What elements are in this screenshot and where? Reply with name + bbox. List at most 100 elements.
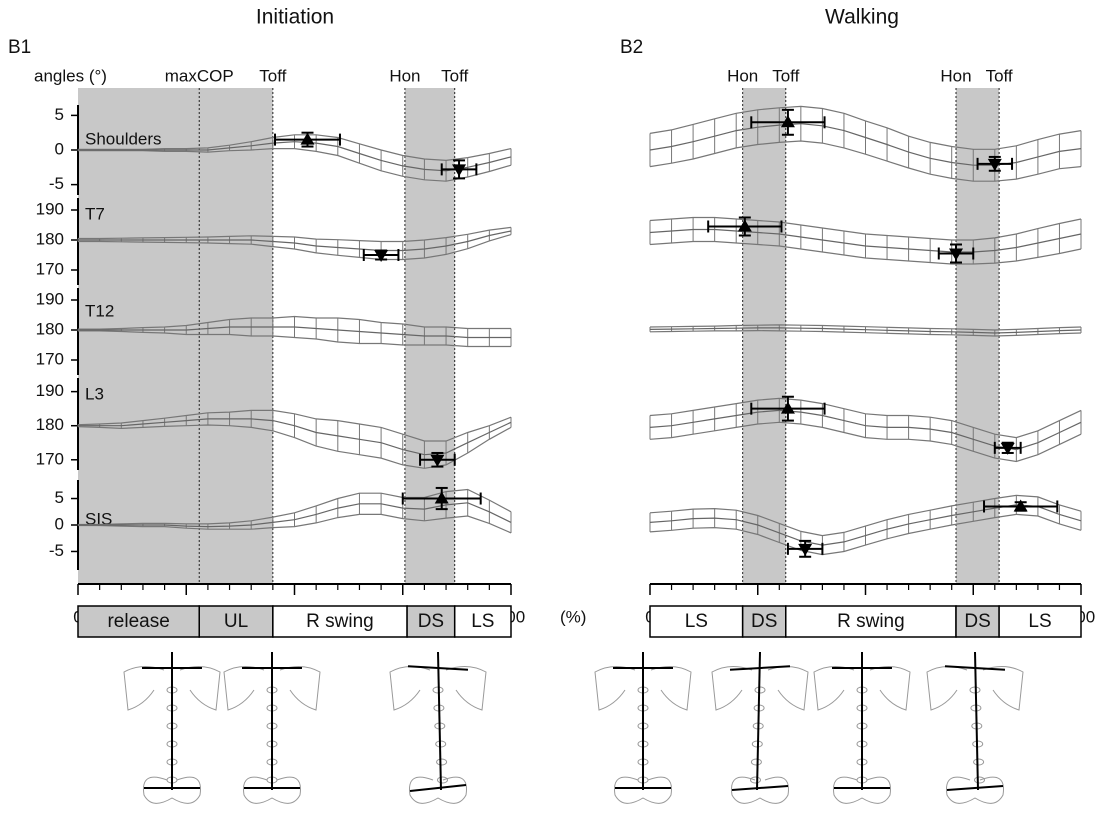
phase-box: [785, 605, 957, 638]
phase-label: DS: [964, 611, 990, 632]
pelvis: [613, 776, 673, 804]
scapula: [123, 666, 165, 711]
marker: [1013, 499, 1028, 512]
marker: [430, 454, 445, 467]
phase-label: R swing: [837, 611, 905, 632]
phase-box: [453, 605, 512, 638]
scapula: [594, 666, 636, 711]
vertebra: [750, 776, 761, 784]
skeleton: [594, 652, 692, 804]
marker: [374, 250, 389, 262]
sd-lower: [78, 148, 512, 182]
chart-title: Walking: [825, 6, 899, 29]
skeleton: [389, 651, 487, 804]
mean-line: [78, 230, 512, 252]
event-label: Hon: [940, 66, 971, 85]
x-axis-label: (%): [560, 607, 586, 626]
scapula: [445, 666, 487, 711]
y-tick-label: 180: [36, 319, 64, 338]
mean-line: [78, 502, 512, 528]
plots: maxCOP Toff Hon Toff Shoulders 5 0 -5 T7 190 180 17…: [36, 66, 1095, 638]
shoulder-line: [729, 665, 791, 671]
sd-lower: [649, 513, 1082, 556]
panel-label: B2: [620, 37, 643, 58]
y-tick-label: 190: [36, 199, 64, 218]
event-label: Toff: [441, 66, 468, 85]
phase-box: [741, 605, 787, 638]
series-name: T12: [85, 301, 114, 320]
marker: [1000, 442, 1015, 455]
marker: [949, 248, 964, 261]
marker: [434, 491, 449, 504]
y-axis-label: angles (°): [34, 66, 107, 85]
phase-label: LS: [471, 611, 494, 632]
scapula: [869, 666, 911, 711]
mean-line: [78, 141, 512, 172]
shoulder-line: [944, 665, 1006, 671]
phase-label: R swing: [306, 611, 374, 632]
vertebra: [973, 758, 985, 766]
phase-label: DS: [418, 611, 444, 632]
sd-lower: [78, 330, 511, 348]
y-tick-label: 170: [36, 449, 64, 468]
sd-lower: [649, 240, 1082, 265]
y-tick-label: 0: [55, 139, 64, 158]
y-tick-label: -5: [49, 541, 64, 560]
pelvis: [832, 776, 892, 804]
marker: [300, 132, 315, 145]
pelvis: [242, 776, 302, 804]
sd-lower: [649, 329, 1082, 337]
phase-label: LS: [685, 611, 708, 632]
vertebra: [437, 776, 448, 784]
shaded-region: [78, 88, 273, 584]
series-name: SIS: [85, 509, 112, 528]
y-tick-label: 190: [36, 289, 64, 308]
phase-label: LS: [1028, 611, 1051, 632]
pelvis-line: [731, 785, 789, 791]
skeleton: [123, 652, 221, 804]
sd-upper: [649, 216, 1082, 241]
y-tick-label: 0: [55, 514, 64, 533]
scapula: [813, 666, 855, 711]
scapula: [711, 666, 753, 711]
mean-line: [649, 327, 1082, 334]
phase-box: [406, 605, 456, 638]
y-tick-label: 5: [55, 488, 64, 507]
sd-lower: [78, 513, 512, 534]
scapula: [389, 666, 431, 711]
mean-line: [78, 326, 511, 339]
shading: [78, 88, 1000, 584]
event-label: Toff: [986, 66, 1013, 85]
scapula: [179, 666, 221, 711]
pelvis: [730, 776, 790, 804]
vertebra: [750, 758, 762, 766]
y-tick-label: 170: [36, 349, 64, 368]
event-label: Hon: [727, 66, 758, 85]
skeleton: [711, 651, 809, 804]
phase-label: DS: [751, 611, 777, 632]
y-tick-label: 190: [36, 381, 64, 400]
y-tick-label: 180: [36, 229, 64, 248]
phase-label: UL: [224, 611, 248, 632]
scapula: [982, 666, 1024, 711]
sd-upper: [78, 226, 512, 243]
sd-upper: [78, 134, 512, 162]
sd-upper: [649, 105, 1082, 150]
pelvis-line: [409, 784, 467, 792]
y-tick-label: 5: [55, 105, 64, 124]
skeleton: [926, 651, 1024, 804]
skeleton: [223, 652, 321, 804]
pelvis: [142, 776, 202, 804]
series-name: Shoulders: [85, 129, 162, 148]
y-tick-label: -5: [49, 174, 64, 193]
marker: [780, 115, 795, 128]
event-label: maxCOP: [165, 66, 234, 85]
event-label: Toff: [259, 66, 286, 85]
phase-box: [955, 605, 1000, 638]
sd-lower: [649, 140, 1082, 182]
scapula: [223, 666, 265, 711]
spine-line: [756, 651, 761, 791]
phase-box: [649, 605, 744, 638]
sd-upper: [77, 409, 512, 442]
